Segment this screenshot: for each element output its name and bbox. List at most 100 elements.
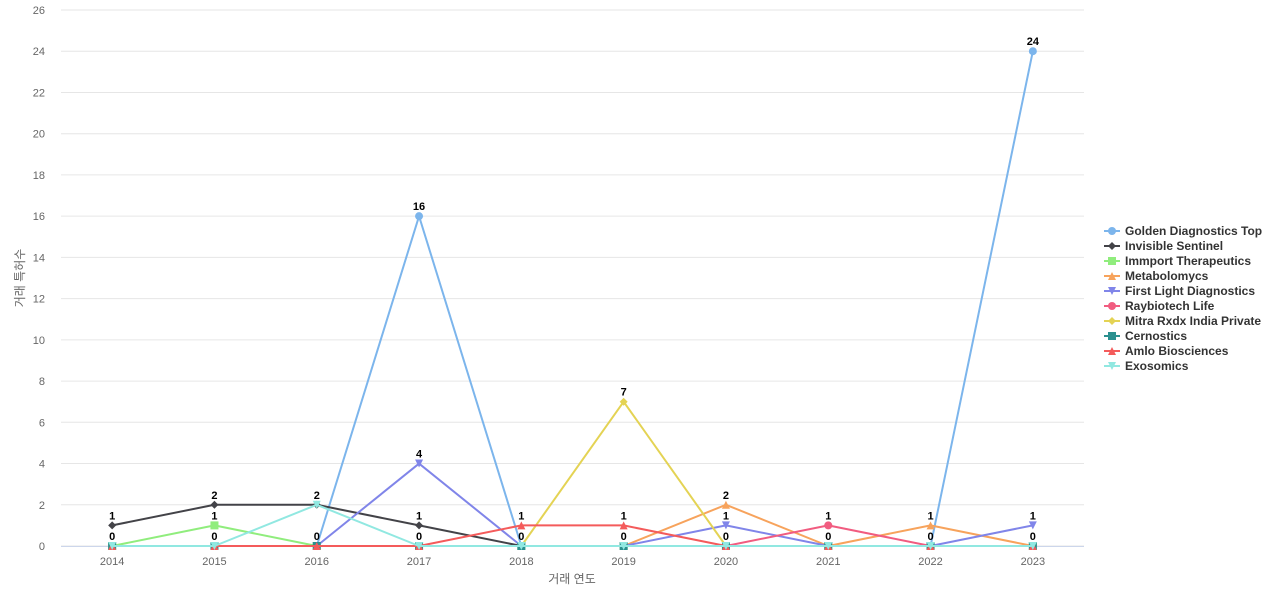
data-label: 1 bbox=[1030, 510, 1036, 522]
y-tick-label: 0 bbox=[39, 541, 45, 553]
data-point bbox=[1108, 227, 1116, 235]
data-point bbox=[926, 521, 935, 530]
legend-label: Metabolomycs bbox=[1125, 269, 1209, 283]
data-point bbox=[824, 521, 833, 530]
data-label-layer: 16 24 7 4 2 2 2 1 1 1 1 1 1 1 1 1 0 0 0 0 0 0 0 0 0 0 bbox=[109, 36, 1040, 543]
data-label: 2 bbox=[723, 490, 729, 502]
y-axis-title: 거래 특허수 bbox=[13, 249, 27, 308]
data-label: 0 bbox=[518, 531, 524, 543]
x-tick-label: 2014 bbox=[100, 556, 124, 568]
legend-label: Invisible Sentinel bbox=[1125, 239, 1223, 253]
data-point bbox=[415, 542, 424, 550]
y-tick-label: 4 bbox=[39, 459, 45, 471]
data-point bbox=[1108, 272, 1116, 280]
x-axis-title: 거래 연도 bbox=[548, 572, 596, 586]
legend-label: Amlo Biosciences bbox=[1125, 344, 1229, 358]
data-label: 0 bbox=[1030, 531, 1036, 543]
y-tick-label: 12 bbox=[33, 294, 45, 306]
x-tick-label: 2020 bbox=[714, 556, 738, 568]
data-label: 24 bbox=[1027, 36, 1040, 48]
data-label: 2 bbox=[211, 490, 217, 502]
x-tick-label: 2023 bbox=[1021, 556, 1045, 568]
data-point bbox=[1108, 362, 1116, 370]
data-label: 0 bbox=[211, 531, 217, 543]
legend-item: First Light Diagnostics bbox=[1104, 284, 1255, 298]
y-tick-label: 18 bbox=[33, 170, 45, 182]
grid-layer bbox=[61, 9, 1084, 547]
data-point bbox=[210, 521, 219, 530]
legend-item: Golden Diagnostics Top bbox=[1104, 224, 1262, 238]
y-tick-label: 26 bbox=[33, 5, 45, 17]
legend-item: Exosomics bbox=[1104, 359, 1189, 373]
y-tick-label: 20 bbox=[33, 129, 45, 141]
x-tick-label: 2017 bbox=[407, 556, 431, 568]
series-exosomics bbox=[108, 500, 1037, 550]
data-point bbox=[721, 521, 730, 530]
series-line bbox=[112, 503, 1033, 547]
y-tick-label: 2 bbox=[39, 500, 45, 512]
data-point bbox=[210, 500, 219, 509]
legend-item: Raybiotech Life bbox=[1104, 299, 1215, 313]
data-label: 0 bbox=[314, 531, 320, 543]
series-mitra-rxdx-india-private bbox=[108, 397, 1037, 550]
series-line bbox=[112, 400, 1033, 547]
data-label: 1 bbox=[723, 510, 729, 522]
legend-label: Cernostics bbox=[1125, 329, 1187, 343]
data-point bbox=[415, 459, 424, 468]
legend-item: Mitra Rxdx India Private bbox=[1104, 314, 1261, 328]
data-point bbox=[210, 542, 219, 550]
data-point bbox=[312, 500, 321, 509]
legend-item: Immport Therapeutics bbox=[1104, 254, 1251, 268]
legend-item: Invisible Sentinel bbox=[1104, 239, 1223, 253]
y-tick-label: 6 bbox=[39, 417, 45, 429]
data-label: 1 bbox=[211, 510, 217, 522]
data-point bbox=[824, 542, 833, 550]
y-tick-label: 22 bbox=[33, 87, 45, 99]
y-tick-label: 24 bbox=[33, 46, 45, 58]
data-label: 0 bbox=[927, 531, 933, 543]
data-label: 2 bbox=[314, 490, 320, 502]
legend-label: Golden Diagnostics Top bbox=[1125, 224, 1262, 238]
data-point bbox=[1108, 317, 1116, 325]
data-point bbox=[1108, 287, 1116, 295]
x-tick-label: 2016 bbox=[305, 556, 329, 568]
data-point bbox=[619, 397, 628, 406]
data-point bbox=[108, 542, 117, 550]
x-tick-label: 2019 bbox=[611, 556, 635, 568]
data-label: 1 bbox=[518, 510, 524, 522]
data-point bbox=[1108, 242, 1116, 250]
data-point bbox=[108, 521, 117, 530]
series-layer bbox=[108, 47, 1037, 550]
data-point bbox=[1108, 332, 1116, 340]
data-point bbox=[619, 542, 628, 550]
y-tick-label: 14 bbox=[33, 252, 45, 264]
data-point bbox=[312, 542, 321, 550]
data-label: 0 bbox=[109, 531, 115, 543]
data-point bbox=[721, 500, 730, 509]
series-line bbox=[112, 524, 1033, 547]
y-tick-label: 8 bbox=[39, 376, 45, 388]
data-label: 1 bbox=[825, 510, 831, 522]
data-point bbox=[1108, 347, 1116, 355]
data-label: 1 bbox=[109, 510, 115, 522]
x-tick-label: 2021 bbox=[816, 556, 840, 568]
data-point bbox=[1108, 302, 1116, 310]
legend-label: First Light Diagnostics bbox=[1125, 284, 1255, 298]
y-tick-label: 10 bbox=[33, 335, 45, 347]
data-point bbox=[721, 542, 730, 550]
x-tick-label: 2022 bbox=[918, 556, 942, 568]
data-label: 16 bbox=[413, 201, 425, 213]
data-label: 0 bbox=[723, 531, 729, 543]
data-label: 1 bbox=[927, 510, 933, 522]
data-point bbox=[1028, 542, 1037, 550]
data-label: 0 bbox=[416, 531, 422, 543]
legend-label: Immport Therapeutics bbox=[1125, 254, 1251, 268]
data-point bbox=[1108, 257, 1116, 265]
x-tick-label: 2015 bbox=[202, 556, 226, 568]
series-line bbox=[111, 524, 1033, 547]
data-label: 4 bbox=[416, 449, 423, 461]
legend-label: Raybiotech Life bbox=[1125, 299, 1215, 313]
